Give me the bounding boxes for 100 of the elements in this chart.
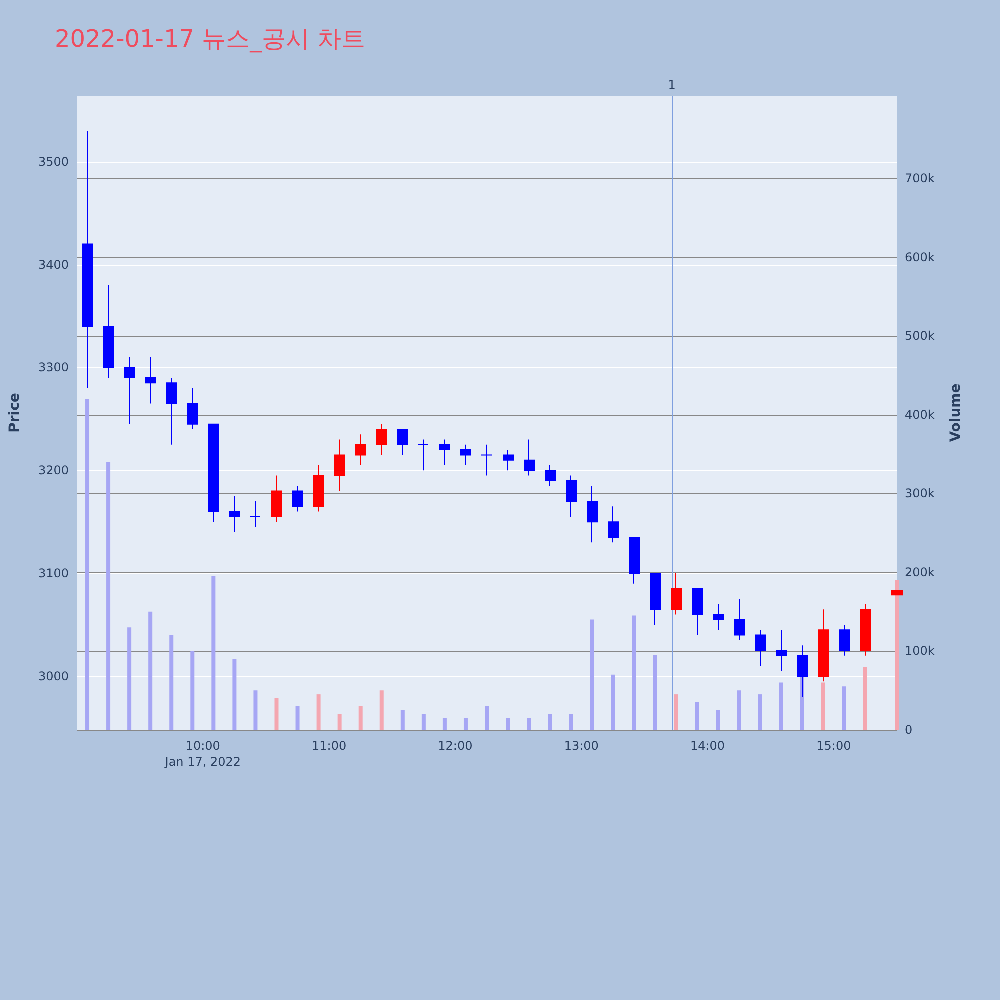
bar bbox=[611, 674, 616, 730]
x-tick-label: 11:00 bbox=[312, 739, 347, 753]
bar bbox=[254, 690, 258, 730]
bar bbox=[232, 659, 237, 730]
candlestick bbox=[355, 434, 366, 466]
candlestick bbox=[776, 630, 787, 672]
y2-tick-label: 200k bbox=[905, 565, 935, 580]
candlestick bbox=[250, 501, 261, 528]
bar bbox=[895, 580, 899, 730]
x-tick-label: 13:00 bbox=[564, 739, 599, 753]
bar bbox=[590, 620, 594, 730]
bar bbox=[380, 690, 384, 730]
y-tick-label: 3100 bbox=[38, 566, 69, 581]
bar bbox=[485, 706, 489, 730]
chart-title: 2022-01-17 뉴스_공시 차트 bbox=[55, 25, 366, 53]
y2-tick-label: 0 bbox=[905, 723, 913, 737]
bar bbox=[316, 694, 321, 730]
x-tick-label: 14:00 bbox=[690, 739, 726, 753]
candlestick bbox=[734, 598, 745, 641]
bar bbox=[506, 718, 510, 730]
candlestick bbox=[397, 428, 408, 456]
y2-tick-label: 600k bbox=[905, 250, 935, 264]
candlestick bbox=[650, 573, 661, 626]
y2-tick-label: 100k bbox=[905, 644, 935, 658]
y2-tick-label: 700k bbox=[905, 172, 935, 186]
candlestick bbox=[755, 630, 766, 667]
x-tick-label: 15:00 bbox=[816, 739, 852, 753]
candlestick bbox=[187, 388, 198, 430]
y-tick-label: 3500 bbox=[38, 154, 69, 169]
bar bbox=[842, 686, 846, 730]
bar bbox=[695, 702, 700, 730]
candlestick bbox=[229, 496, 240, 533]
candlestick bbox=[313, 464, 324, 512]
bar bbox=[128, 628, 132, 730]
ref-line-label: 1 bbox=[668, 78, 676, 92]
candlestick bbox=[587, 486, 598, 544]
candlestick bbox=[839, 624, 850, 656]
candlestick bbox=[292, 486, 303, 512]
candlestick bbox=[860, 604, 871, 656]
y-tick-label: 3400 bbox=[38, 258, 69, 272]
bar bbox=[358, 706, 363, 730]
bar bbox=[527, 718, 532, 730]
bar bbox=[779, 682, 784, 730]
y-axis-title: Price bbox=[7, 393, 23, 433]
y-tick-label: 3200 bbox=[38, 464, 69, 478]
bar bbox=[170, 635, 174, 730]
candlestick bbox=[481, 444, 493, 476]
candlestick bbox=[376, 424, 387, 456]
y-tick-label: 3300 bbox=[38, 360, 69, 375]
bar bbox=[148, 612, 153, 730]
candlestick bbox=[460, 444, 471, 466]
bar bbox=[821, 682, 826, 730]
bar bbox=[716, 710, 720, 730]
x-tick-label: 12:00 bbox=[438, 739, 473, 753]
candlestick bbox=[208, 424, 219, 523]
candlestick bbox=[608, 506, 619, 544]
candlestick bbox=[692, 588, 703, 636]
bar bbox=[674, 694, 678, 730]
x-tick-label: 10:00 Jan 17, 2022 bbox=[164, 739, 242, 769]
bar bbox=[863, 666, 868, 730]
bar bbox=[737, 690, 742, 730]
candlestick bbox=[439, 439, 450, 466]
bar bbox=[464, 718, 468, 730]
candlestick bbox=[103, 284, 114, 379]
candlestick bbox=[713, 604, 724, 631]
bar bbox=[569, 714, 574, 730]
candlestick bbox=[629, 537, 640, 584]
bar bbox=[632, 616, 636, 730]
candlestick bbox=[671, 573, 682, 616]
y2-tick-label: 500k bbox=[905, 329, 935, 344]
candlestick bbox=[418, 439, 429, 472]
bar bbox=[400, 710, 405, 730]
bar bbox=[338, 714, 342, 730]
bar bbox=[212, 576, 216, 730]
bar bbox=[106, 462, 111, 730]
candlestick bbox=[818, 609, 829, 682]
bar bbox=[190, 651, 195, 730]
candlestick bbox=[271, 475, 282, 523]
bar bbox=[86, 399, 90, 730]
candlestick bbox=[891, 590, 903, 596]
candlestick bbox=[503, 450, 514, 472]
bar bbox=[442, 718, 447, 730]
candlestick bbox=[166, 378, 177, 446]
bar bbox=[548, 714, 552, 730]
bar bbox=[758, 694, 762, 730]
candlestick bbox=[545, 464, 556, 487]
y2-axis-title: Volume bbox=[948, 384, 964, 442]
candlestick bbox=[334, 439, 345, 492]
candlestick bbox=[145, 356, 156, 404]
bar bbox=[422, 714, 426, 730]
y2-tick-label: 300k bbox=[905, 486, 935, 501]
candlestick bbox=[524, 439, 535, 476]
y2-tick-label: 400k bbox=[905, 408, 935, 422]
candlestick bbox=[566, 475, 577, 518]
candlestick bbox=[124, 356, 135, 425]
bar bbox=[296, 706, 300, 730]
bar bbox=[274, 698, 279, 730]
candlestick bbox=[82, 130, 93, 389]
y-tick-label: 3000 bbox=[38, 669, 69, 684]
bar bbox=[653, 655, 658, 730]
